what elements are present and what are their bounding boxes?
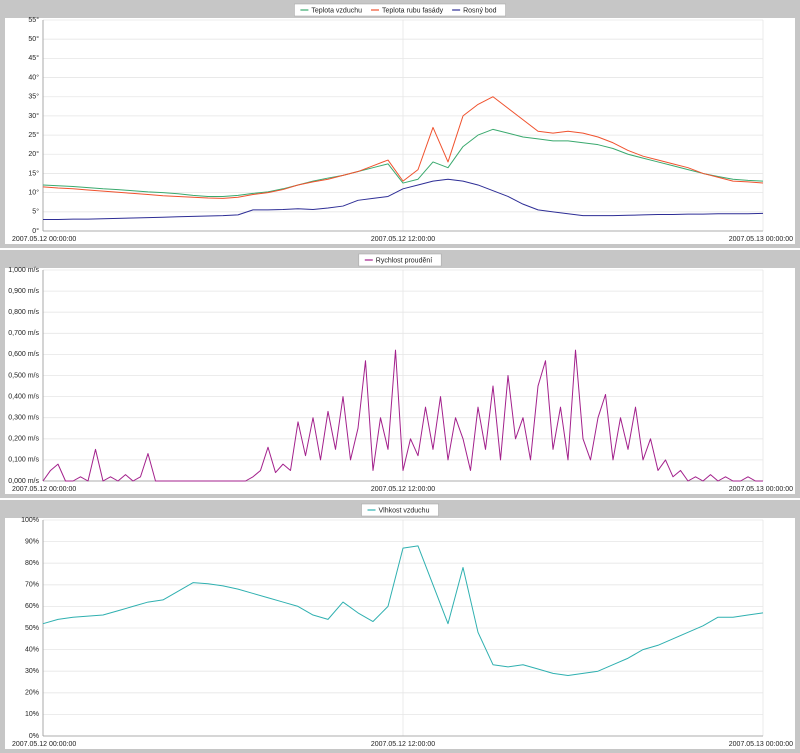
y-tick-label: 0,300 m/s — [8, 415, 39, 422]
y-tick-label: 0,800 m/s — [8, 309, 39, 316]
y-tick-label: 70% — [25, 582, 39, 589]
panel-body — [5, 518, 795, 749]
y-tick-label: 10° — [28, 188, 39, 196]
y-tick-label: 50° — [28, 35, 39, 43]
series-line — [42, 545, 764, 677]
legend: Teplota vzduchu Teplota rubu fasády Rosný … — [294, 3, 506, 17]
legend-box — [358, 253, 442, 267]
y-tick-label: 0° — [32, 227, 39, 235]
legend-label: Rosný bod — [463, 7, 497, 14]
y-tick-label: 0,600 m/s — [8, 351, 39, 358]
y-tick-label: 100% — [21, 517, 39, 524]
y-tick-label: 0,700 m/s — [8, 330, 39, 337]
y-tick-label: 35° — [28, 93, 39, 101]
y-tick-label: 50% — [25, 625, 39, 632]
y-tick-label: 0,400 m/s — [8, 393, 39, 400]
x-tick-label: 2007.05.13 00:00:00 — [729, 236, 793, 243]
y-tick-label: 40° — [28, 73, 39, 81]
chart-panel: 0% 10% 20% 30% 40% 50% 60% 70% 80% 90% 100% 2007.05… — [0, 500, 800, 753]
y-tick-label: 30% — [25, 668, 39, 675]
x-tick-label: 2007.05.12 00:00:00 — [12, 741, 76, 748]
y-tick-label: 45° — [28, 54, 39, 62]
legend-label: Teplota vzduchu — [311, 7, 362, 14]
y-tick-label: 55° — [28, 16, 39, 24]
y-tick-label: 0,900 m/s — [8, 288, 39, 295]
x-tick-label: 2007.05.12 00:00:00 — [12, 236, 76, 243]
x-tick-label: 2007.05.12 12:00:00 — [371, 741, 435, 748]
legend-label: Vlhkost vzduchu — [379, 507, 430, 514]
y-tick-label: 80% — [25, 560, 39, 567]
series-line — [42, 128, 764, 197]
legend: Vlhkost vzduchu — [361, 503, 439, 517]
chart-panel: 0° 5° 10° 15° 20° 25° 30° 35° 40° 45° 50° 55° 2007.0… — [0, 0, 800, 248]
x-tick-label: 2007.05.12 00:00:00 — [12, 486, 76, 493]
series-line — [42, 96, 764, 199]
x-tick-label: 2007.05.12 12:00:00 — [371, 236, 435, 243]
y-tick-label: 30° — [28, 112, 39, 120]
y-tick-label: 20% — [25, 690, 39, 697]
y-tick-label: 5° — [32, 208, 39, 216]
series-line — [42, 349, 763, 482]
legend-label: Rychlost proudění — [376, 257, 432, 264]
panel-body — [5, 18, 795, 244]
y-tick-label: 90% — [25, 538, 39, 545]
y-tick-label: 10% — [25, 711, 39, 718]
y-tick-label: 40% — [25, 646, 39, 653]
x-tick-label: 2007.05.13 00:00:00 — [729, 741, 793, 748]
y-tick-label: 0,100 m/s — [8, 457, 39, 464]
x-tick-label: 2007.05.13 00:00:00 — [729, 486, 793, 493]
legend-box — [361, 503, 439, 517]
y-tick-label: 0,200 m/s — [8, 436, 39, 443]
y-tick-label: 60% — [25, 603, 39, 610]
y-tick-label: 15° — [28, 169, 39, 177]
chart-panel: 0,000 m/s 0,100 m/s 0,200 m/s 0,300 m/s 0,40… — [0, 250, 800, 498]
x-tick-label: 2007.05.12 12:00:00 — [371, 486, 435, 493]
y-tick-label: 0,500 m/s — [8, 372, 39, 379]
y-tick-label: 0% — [29, 733, 39, 740]
legend-box — [294, 3, 506, 17]
legend-label: Teplota rubu fasády — [382, 7, 444, 14]
y-tick-label: 1,000 m/s — [8, 267, 39, 274]
series-line — [43, 178, 764, 220]
panel-body — [5, 268, 795, 494]
y-tick-label: 20° — [28, 150, 39, 158]
y-tick-label: 0,000 m/s — [8, 478, 39, 485]
y-tick-label: 25° — [28, 131, 39, 139]
legend: Rychlost proudění — [358, 253, 442, 267]
